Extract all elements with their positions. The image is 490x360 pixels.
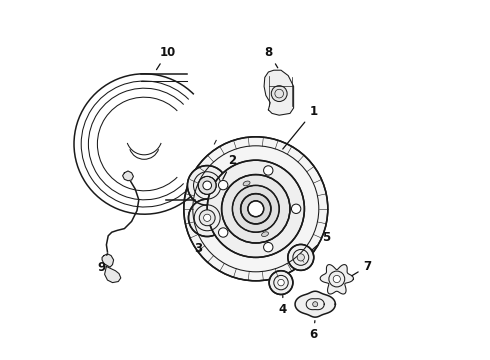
Circle shape — [207, 160, 304, 257]
Circle shape — [264, 243, 273, 252]
Circle shape — [313, 302, 318, 307]
Circle shape — [271, 86, 287, 102]
Text: 4: 4 — [279, 296, 287, 316]
Circle shape — [199, 210, 215, 226]
Text: 10: 10 — [156, 46, 176, 69]
Text: 1: 1 — [283, 105, 318, 149]
Polygon shape — [104, 266, 121, 283]
Circle shape — [221, 175, 290, 243]
Ellipse shape — [262, 232, 269, 237]
Circle shape — [219, 180, 228, 190]
Polygon shape — [102, 254, 114, 267]
Circle shape — [219, 228, 228, 237]
Text: 3: 3 — [194, 237, 204, 255]
Polygon shape — [320, 265, 353, 294]
Text: 7: 7 — [352, 260, 371, 276]
Ellipse shape — [243, 181, 250, 186]
Text: 9: 9 — [97, 254, 107, 274]
Circle shape — [248, 201, 264, 217]
Circle shape — [232, 185, 279, 232]
Circle shape — [269, 271, 293, 294]
Circle shape — [204, 214, 211, 221]
Circle shape — [288, 244, 314, 270]
Polygon shape — [295, 291, 335, 317]
Circle shape — [184, 137, 328, 281]
Circle shape — [198, 176, 216, 194]
Polygon shape — [122, 171, 133, 181]
Circle shape — [278, 279, 284, 286]
Circle shape — [292, 204, 301, 213]
Text: 2: 2 — [223, 154, 237, 179]
Circle shape — [189, 199, 226, 237]
Circle shape — [297, 254, 304, 261]
Polygon shape — [264, 70, 294, 115]
Text: 5: 5 — [312, 231, 330, 250]
Circle shape — [187, 166, 227, 205]
Text: 8: 8 — [264, 46, 278, 68]
Text: 6: 6 — [309, 321, 318, 341]
Circle shape — [203, 181, 212, 190]
Circle shape — [333, 275, 341, 283]
Circle shape — [241, 194, 271, 224]
Circle shape — [264, 166, 273, 175]
